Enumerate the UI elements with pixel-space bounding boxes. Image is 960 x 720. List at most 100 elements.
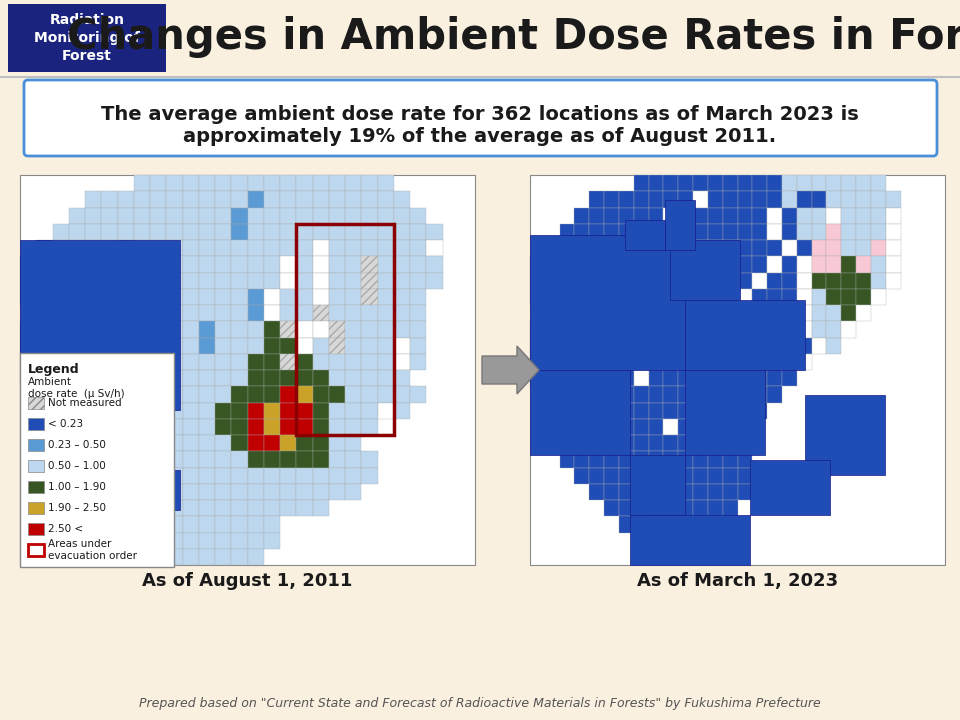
Bar — [328, 224, 345, 240]
Bar — [589, 321, 604, 338]
Bar — [805, 395, 885, 475]
Bar — [589, 467, 604, 484]
Bar — [133, 484, 150, 500]
Bar — [53, 354, 69, 370]
Bar — [248, 175, 264, 192]
Bar — [101, 192, 117, 207]
Bar — [589, 435, 604, 451]
Bar — [182, 240, 199, 256]
Bar — [634, 467, 649, 484]
Bar — [199, 207, 215, 224]
Bar — [297, 289, 313, 305]
Bar — [649, 435, 663, 451]
Bar — [797, 289, 811, 305]
Bar — [634, 321, 649, 338]
Bar — [619, 240, 634, 256]
Bar — [678, 533, 693, 549]
Bar — [117, 256, 133, 272]
Text: As of March 1, 2023: As of March 1, 2023 — [636, 572, 838, 590]
Bar — [53, 321, 69, 338]
Bar — [767, 207, 782, 224]
Bar — [841, 289, 856, 305]
Bar — [723, 386, 737, 402]
Bar — [166, 256, 182, 272]
Bar — [604, 321, 619, 338]
Bar — [619, 419, 634, 435]
Bar — [53, 402, 69, 419]
Bar — [361, 224, 377, 240]
Bar — [231, 354, 248, 370]
Bar — [693, 175, 708, 192]
Bar — [101, 305, 117, 321]
Bar — [248, 402, 264, 419]
FancyBboxPatch shape — [0, 0, 960, 75]
Bar — [753, 338, 767, 354]
Bar — [693, 338, 708, 354]
Bar — [560, 240, 574, 256]
Bar — [574, 224, 589, 240]
Bar — [678, 402, 693, 419]
Bar — [649, 224, 663, 240]
Bar — [182, 192, 199, 207]
Bar — [69, 321, 85, 338]
Bar — [264, 175, 280, 192]
Bar — [199, 192, 215, 207]
Bar — [215, 354, 231, 370]
Bar — [663, 175, 678, 192]
Bar — [182, 549, 199, 565]
Bar — [328, 207, 345, 224]
Bar — [20, 175, 475, 565]
FancyBboxPatch shape — [20, 353, 174, 567]
Bar — [36, 338, 53, 354]
Bar — [248, 386, 264, 402]
Bar — [28, 523, 44, 535]
Bar — [69, 305, 85, 321]
Bar — [345, 272, 361, 289]
Bar — [117, 435, 133, 451]
Bar — [248, 224, 264, 240]
Bar — [313, 402, 328, 419]
Bar — [231, 500, 248, 516]
Bar — [248, 419, 264, 435]
Bar — [328, 451, 345, 467]
Bar — [150, 370, 166, 386]
Text: As of August 1, 2011: As of August 1, 2011 — [142, 572, 352, 590]
Bar — [133, 321, 150, 338]
Bar — [634, 516, 649, 533]
Bar — [182, 305, 199, 321]
Bar — [634, 419, 649, 435]
Bar — [328, 435, 345, 451]
Bar — [737, 354, 753, 370]
Bar — [199, 240, 215, 256]
Bar — [264, 321, 280, 338]
Bar — [28, 544, 44, 556]
Bar — [663, 451, 678, 467]
Bar — [215, 289, 231, 305]
Bar — [377, 289, 394, 305]
Text: Ambient: Ambient — [28, 377, 72, 387]
Bar — [723, 321, 737, 338]
Bar — [117, 467, 133, 484]
Bar — [85, 321, 101, 338]
Bar — [737, 305, 753, 321]
Text: approximately 19% of the average as of August 2011.: approximately 19% of the average as of A… — [183, 127, 777, 146]
Bar — [133, 533, 150, 549]
Bar — [199, 419, 215, 435]
Bar — [782, 370, 797, 386]
Bar — [150, 175, 166, 192]
Bar — [328, 272, 345, 289]
Bar — [53, 451, 69, 467]
Bar — [280, 467, 297, 484]
Bar — [634, 240, 649, 256]
Bar — [69, 435, 85, 451]
Bar — [782, 272, 797, 289]
Bar — [280, 402, 297, 419]
Bar — [827, 305, 841, 321]
Bar — [297, 192, 313, 207]
Bar — [280, 192, 297, 207]
Bar — [685, 370, 765, 455]
Bar — [231, 240, 248, 256]
Bar — [133, 386, 150, 402]
Bar — [297, 240, 313, 256]
Bar — [361, 289, 377, 305]
